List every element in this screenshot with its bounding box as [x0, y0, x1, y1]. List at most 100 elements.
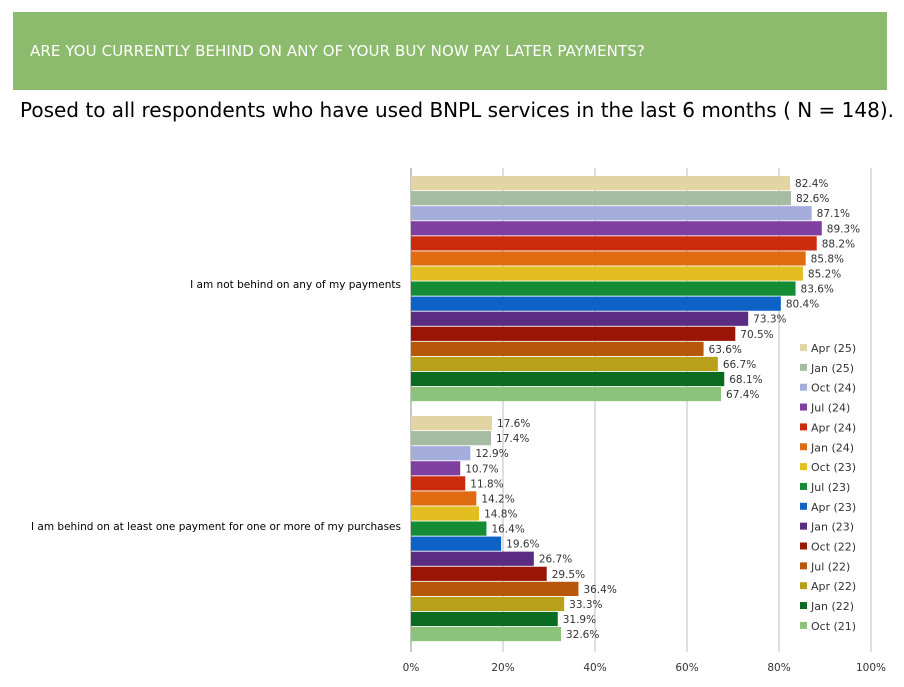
bar — [411, 311, 749, 326]
data-label: 73.3% — [753, 314, 786, 326]
data-label: 29.5% — [552, 569, 585, 581]
bar — [411, 521, 487, 536]
category-label: I am not behind on any of my payments — [190, 279, 401, 291]
data-label: 68.1% — [729, 374, 762, 386]
x-tick-label: 20% — [491, 662, 514, 674]
bar — [411, 551, 534, 566]
x-tick-label: 80% — [767, 662, 790, 674]
data-label: 17.4% — [496, 433, 529, 445]
data-label: 33.3% — [569, 599, 602, 611]
data-label: 36.4% — [583, 584, 616, 596]
data-label: 14.8% — [484, 509, 517, 521]
legend-entry: Jul (24) — [810, 402, 850, 415]
bar — [411, 266, 803, 281]
x-tick-label: 40% — [583, 662, 606, 674]
legend-entry: Jan (25) — [810, 362, 854, 375]
legend-swatch — [800, 383, 807, 391]
bar — [411, 596, 565, 612]
chart-subtitle: Posed to all respondents who have used B… — [20, 98, 895, 122]
data-label: 11.8% — [470, 478, 503, 490]
legend-swatch — [800, 562, 807, 570]
data-label: 63.6% — [709, 344, 742, 356]
bar — [411, 281, 796, 296]
data-label: 67.4% — [726, 389, 759, 401]
bar — [411, 536, 502, 551]
bar — [411, 386, 722, 402]
legend-entry: Oct (21) — [811, 620, 856, 633]
title-banner: ARE YOU CURRENTLY BEHIND ON ANY OF YOUR … — [13, 12, 887, 90]
bar — [411, 581, 579, 596]
legend-entry: Jan (23) — [810, 521, 854, 534]
legend-entry: Apr (24) — [811, 421, 856, 434]
bar — [411, 506, 480, 521]
legend-swatch — [800, 423, 807, 431]
chart-title: ARE YOU CURRENTLY BEHIND ON ANY OF YOUR … — [30, 42, 645, 60]
legend-swatch — [800, 443, 807, 451]
data-label: 82.4% — [795, 178, 828, 190]
data-label: 12.9% — [475, 448, 508, 460]
legend-swatch — [800, 403, 807, 411]
legend-swatch — [800, 522, 807, 530]
legend-swatch — [800, 463, 807, 471]
bar — [411, 341, 704, 356]
legend-swatch — [800, 363, 807, 371]
legend-entry: Apr (23) — [811, 501, 856, 514]
legend-swatch — [800, 542, 807, 550]
data-label: 87.1% — [817, 208, 850, 220]
legend-swatch — [800, 482, 807, 490]
legend-swatch — [800, 582, 807, 590]
bar — [411, 446, 471, 461]
data-label: 89.3% — [827, 223, 860, 235]
data-label: 26.7% — [539, 554, 572, 566]
data-label: 85.8% — [811, 253, 844, 265]
bar — [411, 236, 817, 251]
legend-entry: Jan (24) — [810, 441, 854, 454]
x-tick-label: 100% — [856, 662, 886, 674]
bar — [411, 626, 561, 642]
data-label: 70.5% — [740, 329, 773, 341]
bar — [411, 416, 492, 431]
bar — [411, 221, 822, 236]
data-label: 10.7% — [465, 463, 498, 475]
bar — [411, 356, 718, 372]
legend-entry: Jul (22) — [810, 560, 850, 573]
legend-swatch — [800, 602, 807, 610]
legend-entry: Jul (23) — [810, 481, 850, 494]
data-label: 17.6% — [497, 418, 530, 430]
data-label: 19.6% — [506, 539, 539, 551]
x-tick-label: 0% — [403, 662, 420, 674]
bar — [411, 431, 492, 446]
bar — [411, 326, 736, 341]
legend-swatch — [800, 621, 807, 629]
legend-entry: Oct (23) — [811, 461, 856, 474]
legend-entry: Oct (22) — [811, 541, 856, 554]
bar — [411, 491, 477, 506]
data-label: 82.6% — [796, 193, 829, 205]
bar — [411, 371, 725, 387]
legend-entry: Oct (24) — [811, 382, 856, 395]
legend-entry: Jan (22) — [810, 600, 854, 613]
data-label: 85.2% — [808, 269, 841, 281]
legend-swatch — [800, 502, 807, 510]
bar — [411, 191, 791, 206]
data-label: 14.2% — [481, 493, 514, 505]
data-label: 31.9% — [563, 614, 596, 626]
data-label: 16.4% — [491, 524, 524, 536]
bar — [411, 176, 791, 191]
bar — [411, 461, 461, 476]
bar — [411, 206, 812, 221]
bar — [411, 611, 558, 627]
bar — [411, 476, 466, 491]
data-label: 83.6% — [801, 284, 834, 296]
bar — [411, 566, 547, 581]
data-label: 32.6% — [566, 629, 599, 641]
bar — [411, 296, 781, 311]
data-label: 80.4% — [786, 299, 819, 311]
legend-swatch — [800, 344, 807, 351]
legend-entry: Apr (25) — [811, 342, 856, 355]
x-tick-label: 60% — [675, 662, 698, 674]
data-label: 88.2% — [822, 238, 855, 250]
data-label: 66.7% — [723, 359, 756, 371]
category-label: I am behind on at least one payment for … — [31, 521, 401, 533]
